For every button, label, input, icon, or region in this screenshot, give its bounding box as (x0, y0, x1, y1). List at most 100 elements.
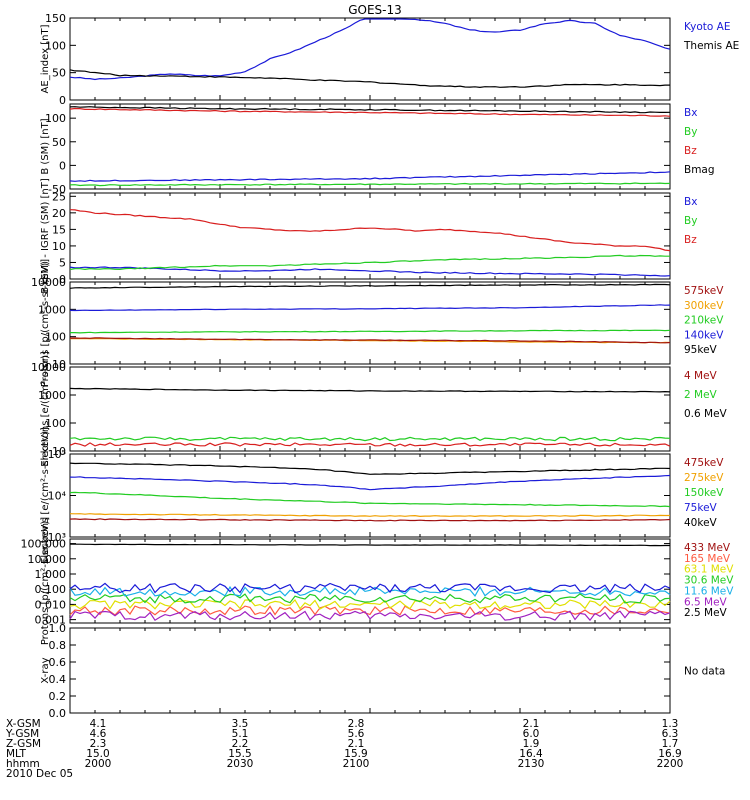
series-line-150kev (69, 491, 671, 508)
series-line-475kev (69, 518, 671, 522)
series-line-30.6-mev (69, 593, 671, 604)
series-line-210kev (70, 329, 671, 334)
panel-frame (69, 103, 671, 190)
footer-value: 2.1 (523, 718, 540, 730)
y-tick-label: 0.4 (49, 673, 67, 686)
series-line-11.6-mev (69, 585, 671, 597)
y-tick-label: 100 (45, 39, 66, 52)
series-line-bz (69, 209, 671, 252)
y-tick-label: 0.8 (49, 639, 67, 652)
footer-value: 16.9 (658, 748, 681, 760)
y-tick-label: 10000 (31, 361, 66, 374)
y-tick-label: 10.000 (28, 553, 67, 566)
y-axis-label: Protons [p/(cm²-s-sr-keV)] (40, 259, 51, 387)
y-axis-label: Protons [p/(cm²-s-sr-keV)] (40, 517, 51, 645)
y-tick-label: 50 (52, 136, 66, 149)
y-tick-label: 10⁴ (48, 490, 67, 503)
y-tick-label: 5 (59, 256, 66, 269)
y-tick-label: 20 (52, 207, 66, 220)
y-tick-label: 150 (45, 12, 66, 25)
footer-value: 2.1 (348, 738, 365, 750)
legend-entry: 210keV (684, 315, 724, 327)
y-tick-label: 10 (52, 358, 66, 371)
footer-value: 2.3 (90, 738, 107, 750)
series-line-575kev (69, 283, 671, 289)
footer-value: 4.6 (90, 728, 107, 740)
series-line-kyoto-ae (69, 18, 671, 81)
legend-entry: 275keV (684, 472, 724, 484)
series-line-275kev (69, 513, 670, 518)
y-tick-label: 100.000 (21, 538, 67, 551)
y-tick-label: 10000 (31, 276, 66, 289)
panel-frame (69, 17, 671, 101)
y-axis-label: X-ray (40, 657, 51, 683)
legend-entry: 30.6 MeV (684, 575, 734, 587)
y-axis-label: Electrons [e/(cm²-s-sr)] (40, 351, 51, 467)
footer-value: 5.6 (348, 728, 365, 740)
y-tick-label: 25 (52, 190, 66, 203)
footer-value: 5.1 (232, 728, 249, 740)
legend-entry: 63.1 MeV (684, 564, 734, 576)
y-tick-label: 1.0 (49, 622, 67, 635)
legend-entry: 165 MeV (684, 553, 731, 565)
legend-entry: 95keV (684, 344, 718, 356)
footer-value: 1.3 (662, 718, 679, 730)
footer-row-label: 2010 Dec 05 (6, 768, 73, 780)
footer-value: 16.4 (519, 748, 543, 760)
y-tick-label: 10 (52, 445, 66, 458)
y-tick-label: 10³ (48, 531, 66, 544)
legend-entry: Bx (684, 196, 697, 208)
panel-frame (69, 281, 671, 365)
footer-value: 4.1 (90, 718, 107, 730)
footer-row-label: MLT (6, 748, 26, 760)
legend-entry: 2.5 MeV (684, 607, 728, 619)
legend-entry: 433 MeV (684, 542, 731, 554)
y-tick-label: 100 (45, 112, 66, 125)
panel-frame (69, 627, 671, 714)
legend-entry: 2 MeV (684, 389, 718, 401)
footer-row-label: Y-GSM (5, 728, 39, 740)
legend-entry: Bz (684, 234, 697, 246)
y-tick-label: 0 (59, 94, 66, 107)
footer-value: 15.0 (86, 748, 109, 760)
legend-entry: 475keV (684, 457, 724, 469)
legend-entry: 4 MeV (684, 370, 718, 382)
series-line-bx (69, 266, 671, 277)
legend-entry: Themis AE (683, 40, 739, 52)
series-line-4-mev (69, 442, 671, 447)
y-tick-label: 100 (45, 331, 66, 344)
series-line-75kev (69, 474, 671, 491)
footer-row-label: X-GSM (6, 718, 41, 730)
y-tick-label: 0 (59, 159, 66, 172)
footer-value: 1.9 (523, 738, 540, 750)
y-axis-label: B (SM) [nT] (40, 118, 51, 174)
footer-value: 15.9 (344, 748, 367, 760)
footer-value: 15.5 (228, 748, 251, 760)
y-tick-label: 0.2 (49, 690, 67, 703)
legend-entry: 575keV (684, 285, 724, 297)
legend-entry: 140keV (684, 329, 724, 341)
y-tick-label: 50 (52, 67, 66, 80)
legend-entry: 300keV (684, 300, 724, 312)
y-axis-label: Electrons [e/(cm²-s-sr-keV)] (40, 427, 51, 564)
y-tick-label: 10⁵ (48, 448, 66, 461)
footer-value: 2030 (227, 758, 254, 770)
legend-entry: Bx (684, 107, 697, 119)
series-line-by (69, 254, 670, 271)
y-axis-label: B (SM) - IGRF (SM) [nT] (40, 178, 51, 294)
footer-value: 3.5 (232, 718, 249, 730)
series-line-bmag (69, 106, 671, 114)
y-tick-label: 0.0 (49, 707, 67, 720)
footer-value: 6.0 (523, 728, 540, 740)
legend-entry: 150keV (684, 487, 724, 499)
footer-row-label: hhmm (6, 758, 40, 770)
series-line-2-mev (69, 436, 671, 442)
footer-value: 2100 (343, 758, 370, 770)
legend-entry: Bmag (684, 164, 715, 176)
series-line-140kev (69, 304, 671, 312)
